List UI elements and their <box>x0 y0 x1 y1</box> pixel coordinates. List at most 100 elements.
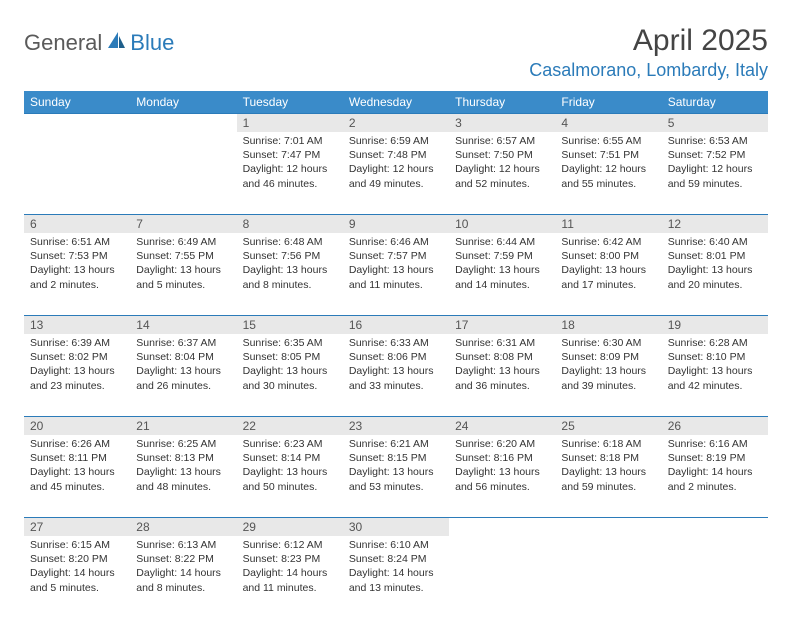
day-number: 9 <box>343 214 449 233</box>
day-number <box>130 113 236 132</box>
brand-blue: Blue <box>130 30 174 56</box>
calendar-cell: Sunrise: 6:46 AMSunset: 7:57 PMDaylight:… <box>343 233 449 315</box>
weekday-header: Saturday <box>662 91 768 113</box>
day-number: 24 <box>449 416 555 435</box>
day-number: 6 <box>24 214 130 233</box>
day-number: 18 <box>555 315 661 334</box>
day-number: 7 <box>130 214 236 233</box>
day-details: Sunrise: 6:30 AMSunset: 8:09 PMDaylight:… <box>555 334 661 397</box>
calendar-cell: Sunrise: 6:44 AMSunset: 7:59 PMDaylight:… <box>449 233 555 315</box>
day-number <box>449 517 555 536</box>
day-number: 20 <box>24 416 130 435</box>
calendar-cell: Sunrise: 6:57 AMSunset: 7:50 PMDaylight:… <box>449 132 555 214</box>
day-number: 8 <box>237 214 343 233</box>
calendar-cell: Sunrise: 6:20 AMSunset: 8:16 PMDaylight:… <box>449 435 555 517</box>
day-details: Sunrise: 6:57 AMSunset: 7:50 PMDaylight:… <box>449 132 555 195</box>
day-number: 17 <box>449 315 555 334</box>
month-title: April 2025 <box>529 24 768 58</box>
day-number: 13 <box>24 315 130 334</box>
calendar-cell: Sunrise: 7:01 AMSunset: 7:47 PMDaylight:… <box>237 132 343 214</box>
day-number: 5 <box>662 113 768 132</box>
day-details: Sunrise: 6:12 AMSunset: 8:23 PMDaylight:… <box>237 536 343 599</box>
sail-icon <box>106 32 126 55</box>
day-details: Sunrise: 6:21 AMSunset: 8:15 PMDaylight:… <box>343 435 449 498</box>
header: General Blue April 2025 Casalmorano, Lom… <box>24 24 768 81</box>
calendar-cell: Sunrise: 6:28 AMSunset: 8:10 PMDaylight:… <box>662 334 768 416</box>
calendar-table: SundayMondayTuesdayWednesdayThursdayFrid… <box>24 91 768 618</box>
day-number: 27 <box>24 517 130 536</box>
day-details: Sunrise: 6:28 AMSunset: 8:10 PMDaylight:… <box>662 334 768 397</box>
day-details: Sunrise: 6:59 AMSunset: 7:48 PMDaylight:… <box>343 132 449 195</box>
calendar-cell: Sunrise: 6:21 AMSunset: 8:15 PMDaylight:… <box>343 435 449 517</box>
day-details: Sunrise: 6:33 AMSunset: 8:06 PMDaylight:… <box>343 334 449 397</box>
location-text: Casalmorano, Lombardy, Italy <box>529 60 768 81</box>
calendar-cell: Sunrise: 6:16 AMSunset: 8:19 PMDaylight:… <box>662 435 768 517</box>
calendar-cell: Sunrise: 6:55 AMSunset: 7:51 PMDaylight:… <box>555 132 661 214</box>
calendar-cell: Sunrise: 6:51 AMSunset: 7:53 PMDaylight:… <box>24 233 130 315</box>
day-details: Sunrise: 6:25 AMSunset: 8:13 PMDaylight:… <box>130 435 236 498</box>
calendar-cell: Sunrise: 6:39 AMSunset: 8:02 PMDaylight:… <box>24 334 130 416</box>
day-details: Sunrise: 6:51 AMSunset: 7:53 PMDaylight:… <box>24 233 130 296</box>
day-details: Sunrise: 7:01 AMSunset: 7:47 PMDaylight:… <box>237 132 343 195</box>
calendar-cell <box>24 132 130 214</box>
weekday-header: Wednesday <box>343 91 449 113</box>
calendar-cell: Sunrise: 6:42 AMSunset: 8:00 PMDaylight:… <box>555 233 661 315</box>
calendar-cell: Sunrise: 6:30 AMSunset: 8:09 PMDaylight:… <box>555 334 661 416</box>
day-details: Sunrise: 6:37 AMSunset: 8:04 PMDaylight:… <box>130 334 236 397</box>
day-number <box>24 113 130 132</box>
weekday-header: Thursday <box>449 91 555 113</box>
day-number: 16 <box>343 315 449 334</box>
calendar-cell <box>662 536 768 618</box>
calendar-cell: Sunrise: 6:15 AMSunset: 8:20 PMDaylight:… <box>24 536 130 618</box>
day-number: 21 <box>130 416 236 435</box>
weekday-header: Tuesday <box>237 91 343 113</box>
calendar-cell: Sunrise: 6:53 AMSunset: 7:52 PMDaylight:… <box>662 132 768 214</box>
day-details: Sunrise: 6:10 AMSunset: 8:24 PMDaylight:… <box>343 536 449 599</box>
calendar-cell: Sunrise: 6:48 AMSunset: 7:56 PMDaylight:… <box>237 233 343 315</box>
day-details: Sunrise: 6:40 AMSunset: 8:01 PMDaylight:… <box>662 233 768 296</box>
day-number: 11 <box>555 214 661 233</box>
calendar-cell: Sunrise: 6:59 AMSunset: 7:48 PMDaylight:… <box>343 132 449 214</box>
day-number: 1 <box>237 113 343 132</box>
day-details: Sunrise: 6:46 AMSunset: 7:57 PMDaylight:… <box>343 233 449 296</box>
calendar-cell: Sunrise: 6:49 AMSunset: 7:55 PMDaylight:… <box>130 233 236 315</box>
weekday-header: Monday <box>130 91 236 113</box>
calendar-cell: Sunrise: 6:33 AMSunset: 8:06 PMDaylight:… <box>343 334 449 416</box>
calendar-cell: Sunrise: 6:25 AMSunset: 8:13 PMDaylight:… <box>130 435 236 517</box>
calendar-cell: Sunrise: 6:13 AMSunset: 8:22 PMDaylight:… <box>130 536 236 618</box>
day-details: Sunrise: 6:31 AMSunset: 8:08 PMDaylight:… <box>449 334 555 397</box>
day-details: Sunrise: 6:39 AMSunset: 8:02 PMDaylight:… <box>24 334 130 397</box>
day-number: 23 <box>343 416 449 435</box>
calendar-body: 1 23 45 Sunrise: 7:01 AMSunset: 7:47 PMDayl… <box>24 113 768 618</box>
day-number: 10 <box>449 214 555 233</box>
day-number <box>662 517 768 536</box>
day-details: Sunrise: 6:42 AMSunset: 8:00 PMDaylight:… <box>555 233 661 296</box>
calendar-cell <box>555 536 661 618</box>
day-details: Sunrise: 6:55 AMSunset: 7:51 PMDaylight:… <box>555 132 661 195</box>
day-number: 22 <box>237 416 343 435</box>
day-details: Sunrise: 6:35 AMSunset: 8:05 PMDaylight:… <box>237 334 343 397</box>
weekday-header: Friday <box>555 91 661 113</box>
calendar-cell: Sunrise: 6:35 AMSunset: 8:05 PMDaylight:… <box>237 334 343 416</box>
day-number: 19 <box>662 315 768 334</box>
day-number: 25 <box>555 416 661 435</box>
day-details: Sunrise: 6:18 AMSunset: 8:18 PMDaylight:… <box>555 435 661 498</box>
day-details: Sunrise: 6:44 AMSunset: 7:59 PMDaylight:… <box>449 233 555 296</box>
day-number: 14 <box>130 315 236 334</box>
calendar-cell: Sunrise: 6:18 AMSunset: 8:18 PMDaylight:… <box>555 435 661 517</box>
calendar-cell: Sunrise: 6:31 AMSunset: 8:08 PMDaylight:… <box>449 334 555 416</box>
calendar-cell <box>130 132 236 214</box>
day-number: 4 <box>555 113 661 132</box>
day-details: Sunrise: 6:53 AMSunset: 7:52 PMDaylight:… <box>662 132 768 195</box>
calendar-cell: Sunrise: 6:10 AMSunset: 8:24 PMDaylight:… <box>343 536 449 618</box>
title-block: April 2025 Casalmorano, Lombardy, Italy <box>529 24 768 81</box>
calendar-cell <box>449 536 555 618</box>
day-number: 15 <box>237 315 343 334</box>
day-number <box>555 517 661 536</box>
day-number: 29 <box>237 517 343 536</box>
day-details: Sunrise: 6:13 AMSunset: 8:22 PMDaylight:… <box>130 536 236 599</box>
day-details: Sunrise: 6:26 AMSunset: 8:11 PMDaylight:… <box>24 435 130 498</box>
day-details: Sunrise: 6:49 AMSunset: 7:55 PMDaylight:… <box>130 233 236 296</box>
calendar-head: SundayMondayTuesdayWednesdayThursdayFrid… <box>24 91 768 113</box>
calendar-cell: Sunrise: 6:40 AMSunset: 8:01 PMDaylight:… <box>662 233 768 315</box>
